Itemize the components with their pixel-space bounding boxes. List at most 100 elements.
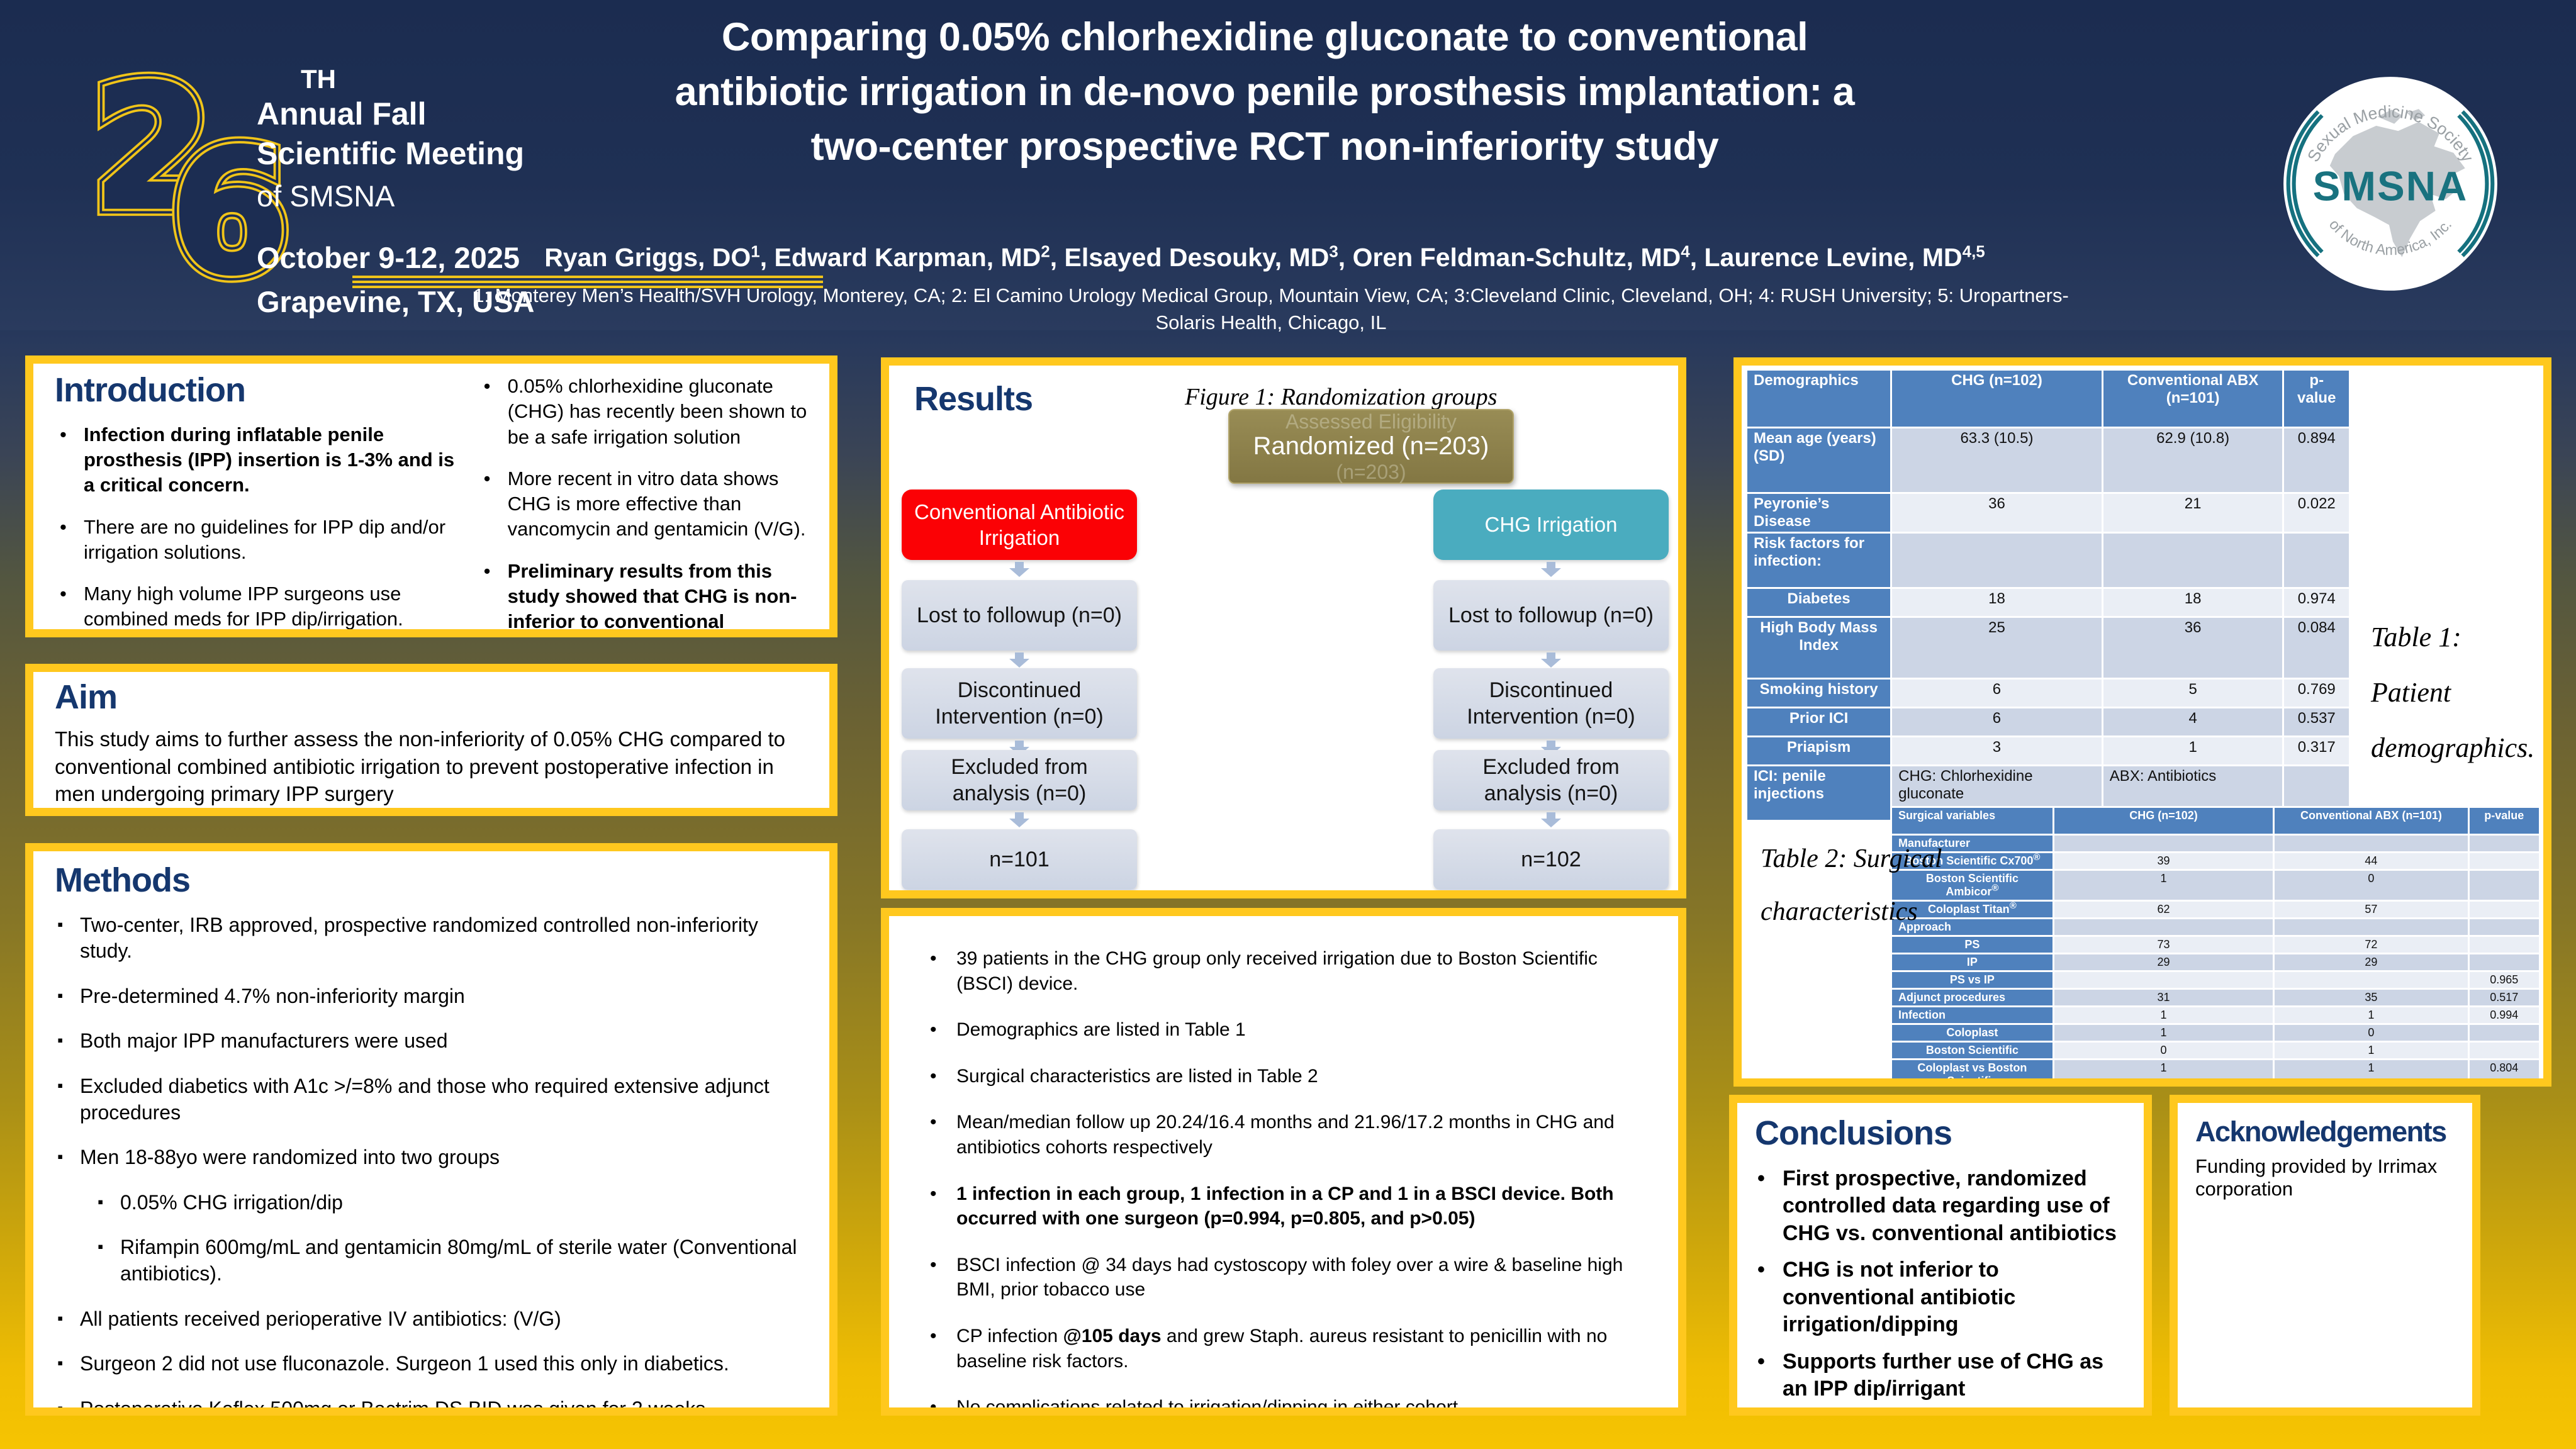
svg-text:6: 6 <box>171 114 289 290</box>
down-arrow-icon <box>1009 652 1029 668</box>
list-item: Demographics are listed in Table 1 <box>924 1017 1644 1043</box>
table-cell: Priapism <box>1745 736 1893 766</box>
table-row: Peyronie’s Disease 36 21 0.022 <box>1745 492 2351 534</box>
list-item: No complications related to irrigation/d… <box>924 1395 1644 1407</box>
list-item: Men 18-88yo were randomized into two gro… <box>55 1144 808 1171</box>
affiliations: 1: Monterey Men’s Health/SVH Urology, Mo… <box>473 284 2069 334</box>
table-row: Boston Scientific Ambicor® 1 0 <box>1890 869 2541 902</box>
table-cell: 0.084 <box>2282 616 2351 680</box>
table-cell: 0.994 <box>2467 1005 2541 1025</box>
flow-chg-arm-header: CHG Irrigation <box>1433 490 1669 560</box>
section-results-figure: Results Figure 1: Randomization groups A… <box>881 357 1686 898</box>
list-item: Excluded diabetics with A1c >/=8% and th… <box>55 1073 808 1126</box>
conclusions-heading: Conclusions <box>1755 1114 1952 1152</box>
table-cell: Risk factors for infection: <box>1745 532 1893 589</box>
table-cell: 0.965 <box>2467 970 2541 990</box>
table-cell: 44 <box>2273 851 2470 871</box>
list-item: Further studies/time is needed <box>1755 1413 2126 1416</box>
table-cell: Prior ICI <box>1745 707 1893 737</box>
results-heading: Results <box>914 380 1033 418</box>
flow-step: Excluded from analysis (n=0) <box>1433 750 1669 810</box>
table-cell: 3 <box>1890 736 2103 766</box>
table-cell: 62 <box>2052 900 2275 919</box>
table-row: Coloplast 1 0 <box>1890 1023 2541 1043</box>
table-surgical-characteristics: Surgical variables CHG (n=102) Conventiona… <box>1890 806 2541 1078</box>
list-item: More recent in vitro data shows CHG is m… <box>479 466 812 542</box>
svg-text:SMSNA: SMSNA <box>2313 164 2468 210</box>
list-item: Preliminary results from this study show… <box>479 559 812 629</box>
meeting-date: October 9-12, 2025 <box>257 241 520 274</box>
table-row: Risk factors for infection: <box>1745 532 2351 589</box>
table-cell: 73 <box>2052 935 2275 954</box>
meeting-line2: Scientific Meeting <box>257 136 525 171</box>
conclusions-list: First prospective, randomized controlled… <box>1755 1165 2126 1416</box>
list-item: Postoperative Keflex 500mg or Bactrim DS… <box>55 1396 808 1407</box>
table-cell: 0.517 <box>2467 988 2541 1007</box>
column-header: Conventional ABX (n=101) <box>2101 369 2285 428</box>
date-underline-rule <box>352 276 823 289</box>
table-cell: High Body Mass Index <box>1745 616 1893 680</box>
table-cell <box>2282 532 2351 589</box>
table-cell: 1 <box>2052 1005 2275 1025</box>
table-cell <box>2467 834 2541 853</box>
down-arrow-icon <box>1541 812 1561 827</box>
table-cell: 0.317 <box>2282 736 2351 766</box>
table-cell: 1 <box>2052 1023 2275 1043</box>
list-item: Many high volume IPP surgeons use combin… <box>55 581 461 629</box>
table-cell <box>2467 1041 2541 1060</box>
flow-conventional-arm-header: Conventional Antibiotic Irrigation <box>902 490 1137 560</box>
table-cell: Smoking history <box>1745 678 1893 708</box>
table-cell: 0 <box>2052 1041 2275 1060</box>
svg-text:6: 6 <box>171 114 289 290</box>
table-cell <box>2467 900 2541 919</box>
table-cell: 1 <box>2101 736 2285 766</box>
meeting-line3: of SMSNA <box>257 179 395 213</box>
list-item: 39 patients in the CHG group only receiv… <box>924 946 1644 996</box>
svg-text:2: 2 <box>92 50 211 247</box>
introduction-list-left: Infection during inflatable penile prost… <box>55 422 461 629</box>
table-cell: 21 <box>2101 492 2285 534</box>
table-cell: 1 <box>2052 869 2275 902</box>
table-row: Adjunct procedures 31 35 0.517 <box>1890 988 2541 1007</box>
table-patient-demographics: Demographics CHG (n=102) Conventional ABX … <box>1745 369 2351 822</box>
table-cell <box>2273 970 2470 990</box>
poster-title: Comparing 0.05% chlorhexidine gluconate … <box>675 15 1855 169</box>
table-cell: 1 <box>2273 1058 2470 1078</box>
table-cell: 18 <box>1890 587 2103 618</box>
meeting-name: Annual Fall Scientific Meeting of SMSNA <box>257 94 524 215</box>
flow-step: Lost to followup (n=0) <box>1433 580 1669 651</box>
table-cell: IP <box>1890 953 2054 972</box>
table-header-row: Surgical variables CHG (n=102) Conventiona… <box>1890 806 2541 836</box>
section-tables: Demographics CHG (n=102) Conventional ABX … <box>1733 357 2551 1087</box>
list-item: Mean/median follow up 20.24/16.4 months … <box>924 1110 1644 1160</box>
table-cell: 0.022 <box>2282 492 2351 534</box>
introduction-heading: Introduction <box>55 371 246 409</box>
acknowledgements-heading: Acknowledgements <box>2195 1116 2447 1148</box>
table-cell <box>2467 935 2541 954</box>
logo-arcs <box>2286 110 2495 257</box>
svg-text:6: 6 <box>171 114 289 290</box>
table-cell <box>2467 851 2541 871</box>
results-list: 39 patients in the CHG group only receiv… <box>924 946 1644 1407</box>
svg-text:6: 6 <box>171 114 289 290</box>
table-cell <box>1890 532 2103 589</box>
list-item: There are no guidelines for IPP dip and/… <box>55 515 461 566</box>
table-row: Prior ICI 6 4 0.537 <box>1745 707 2351 737</box>
down-arrow-icon <box>1541 562 1561 577</box>
table-cell: Coloplast Titan® <box>1890 900 2054 919</box>
table-cell: Boston Scientific Cx700® <box>1890 851 2054 871</box>
flow-randomized-label: Randomized (n=203) <box>1253 432 1489 460</box>
table-cell: 6 <box>1890 678 2103 708</box>
list-subitem: 0.05% CHG irrigation/dip <box>95 1190 808 1216</box>
table-row: Smoking history 6 5 0.769 <box>1745 678 2351 708</box>
section-introduction: Introduction Infection during inflatable… <box>25 355 837 637</box>
table-cell: 0.804 <box>2467 1058 2541 1078</box>
table-cell: Adjunct procedures <box>1890 988 2054 1007</box>
flow-step: Lost to followup (n=0) <box>902 580 1137 651</box>
down-arrow-icon <box>1009 741 1029 756</box>
list-item: Two-center, IRB approved, prospective ra… <box>55 912 808 965</box>
table-header-row: Demographics CHG (n=102) Conventional ABX … <box>1745 369 2351 428</box>
meeting-ordinal-suffix: TH <box>301 64 336 94</box>
table-row: PS vs IP 0.965 <box>1890 970 2541 990</box>
table-cell: 35 <box>2273 988 2470 1007</box>
